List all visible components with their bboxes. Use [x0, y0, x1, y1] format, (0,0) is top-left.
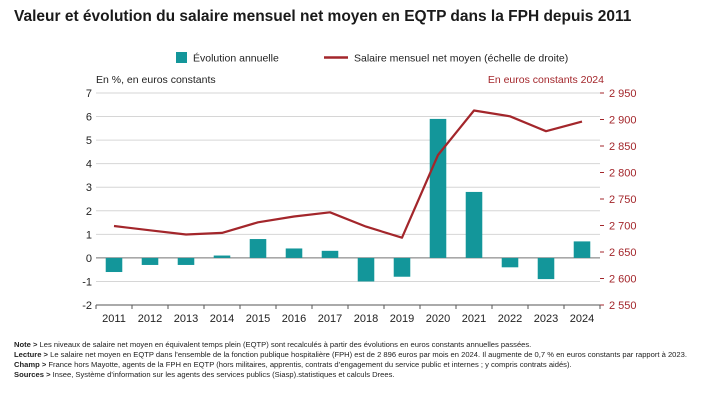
x-tick-label: 2020 [426, 313, 450, 325]
bar-2018 [357, 257, 375, 282]
x-tick-label: 2023 [534, 313, 558, 325]
right-tick-label: 2 550 [609, 300, 637, 312]
left-tick-label: 3 [86, 182, 92, 194]
bar-2011 [105, 257, 123, 273]
legend-label-line: Salaire mensuel net moyen (échelle de dr… [354, 53, 568, 65]
left-tick-label: 7 [86, 88, 92, 100]
chart: Évolution annuelle Salaire mensuel net mo… [82, 52, 637, 326]
bar-2013 [177, 257, 195, 265]
left-tick-label: 1 [86, 229, 92, 241]
left-tick-label: 4 [86, 159, 92, 171]
x-tick-label: 2022 [498, 313, 522, 325]
left-tick-label: -2 [82, 300, 92, 312]
x-tick-label: 2018 [354, 313, 378, 325]
bar-2023 [537, 257, 555, 280]
right-tick-label: 2 750 [609, 194, 637, 206]
bar-2015 [249, 239, 267, 258]
right-tick-label: 2 850 [609, 141, 637, 153]
bar-2014 [213, 255, 231, 258]
x-tick-label: 2013 [174, 313, 198, 325]
x-tick-label: 2011 [102, 313, 126, 325]
chart-title: Valeur et évolution du salaire mensuel n… [14, 8, 632, 25]
right-tick-label: 2 800 [609, 168, 637, 180]
right-axis-title: En euros constants 2024 [488, 74, 604, 86]
bar-2016 [285, 248, 303, 258]
x-tick-label: 2016 [282, 313, 306, 325]
bar-2012 [141, 257, 159, 265]
bar-2021 [465, 191, 483, 258]
left-tick-label: 0 [86, 253, 92, 265]
bar-2024 [573, 241, 591, 258]
bar-2020 [429, 118, 447, 258]
left-tick-label: 5 [86, 135, 92, 147]
left-tick-label: 2 [86, 206, 92, 218]
note-line: Note > Les niveaux de salaire net moyen … [14, 340, 532, 349]
legend-label-bars: Évolution annuelle [193, 52, 279, 65]
x-tick-label: 2012 [138, 313, 162, 325]
left-tick-label: -1 [82, 276, 92, 288]
x-tick-label: 2024 [570, 313, 594, 325]
notes: Note > Les niveaux de salaire net moyen … [14, 340, 704, 380]
right-tick-label: 2 950 [609, 88, 637, 100]
left-axis-title: En %, en euros constants [96, 74, 216, 86]
x-tick-label: 2017 [318, 313, 342, 325]
sources-line: Sources > Insee, Système d’information s… [14, 370, 395, 379]
scope-line: Champ > France hors Mayotte, agents de l… [14, 360, 572, 369]
legend-swatch-bars [176, 52, 187, 63]
bar-2017 [321, 250, 339, 258]
x-tick-label: 2019 [390, 313, 414, 325]
right-tick-label: 2 900 [609, 115, 637, 127]
x-tick-label: 2014 [210, 313, 234, 325]
left-tick-label: 6 [86, 112, 92, 124]
x-tick-label: 2021 [462, 313, 486, 325]
right-tick-label: 2 600 [609, 274, 637, 286]
x-tick-label: 2015 [246, 313, 270, 325]
reading-line: Lecture > Le salaire net moyen en EQTP d… [14, 350, 687, 359]
bar-2022 [501, 257, 519, 268]
bar-2019 [393, 257, 411, 277]
salary-line [113, 109, 583, 239]
right-tick-label: 2 650 [609, 247, 637, 259]
right-tick-label: 2 700 [609, 221, 637, 233]
